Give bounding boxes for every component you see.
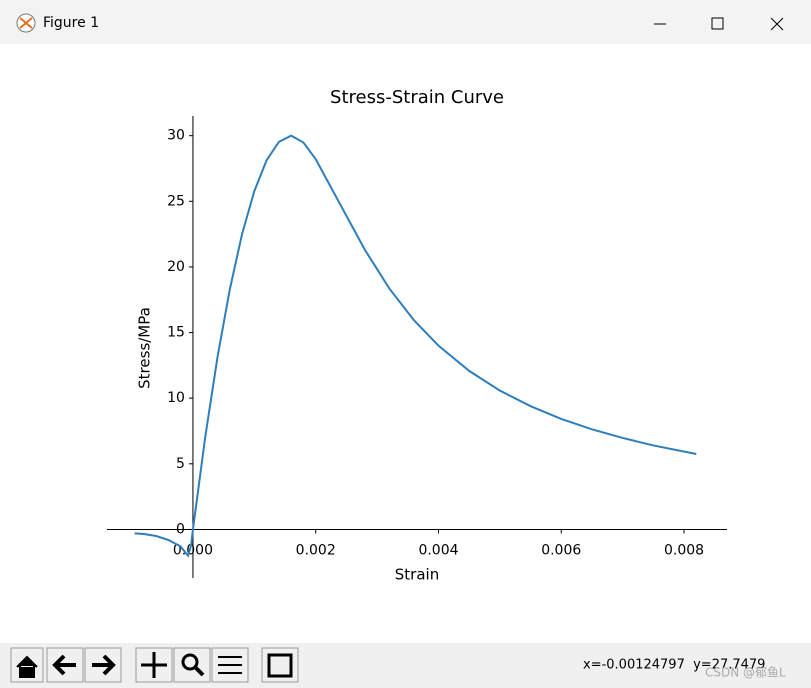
zoom-icon-handle [193,665,205,677]
y-tick-label: 15 [167,325,185,341]
home-icon [16,655,38,678]
x-tick-label: 0.000 [173,542,213,558]
toolbar [0,643,811,688]
maximize-button[interactable] [711,17,724,30]
y-axis-label: Stress/MPa [136,307,154,389]
y-tick-label: 5 [176,456,185,472]
configure-icon [218,656,242,674]
save-icon [267,653,293,678]
x-tick-label: 0.004 [418,542,458,558]
x-tick-label: 0.006 [541,542,581,558]
close-button[interactable] [770,17,784,31]
y-tick-label: 10 [167,390,185,406]
window-title: Figure 1 [43,15,99,31]
y-tick-label: 25 [167,193,185,209]
y-tick-label: 20 [167,259,185,275]
status-text: x=-0.00124797 y=27.7479 [583,658,765,673]
back-icon [52,654,76,676]
toolbar-buttons [10,647,299,683]
app-icon-mark [19,17,33,29]
x-tick-label: 0.008 [664,542,704,558]
pan-icon [141,652,167,678]
data-line [134,134,697,558]
chart-title: Stress-Strain Curve [330,87,504,108]
plot: Stress-Strain Curve Strain Stress/MPa 0 5… [107,87,727,584]
zoom-button[interactable] [173,647,211,683]
x-tick-label: 0.002 [296,542,336,558]
title-bar [0,0,811,44]
x-axis-label: Strain [395,566,439,584]
y-tick-label: 0 [176,521,185,537]
y-tick-label: 30 [167,128,185,144]
zoom-icon [181,653,199,671]
watermark: CSDN @郁鱼L [705,665,786,680]
forward-icon [92,654,116,676]
